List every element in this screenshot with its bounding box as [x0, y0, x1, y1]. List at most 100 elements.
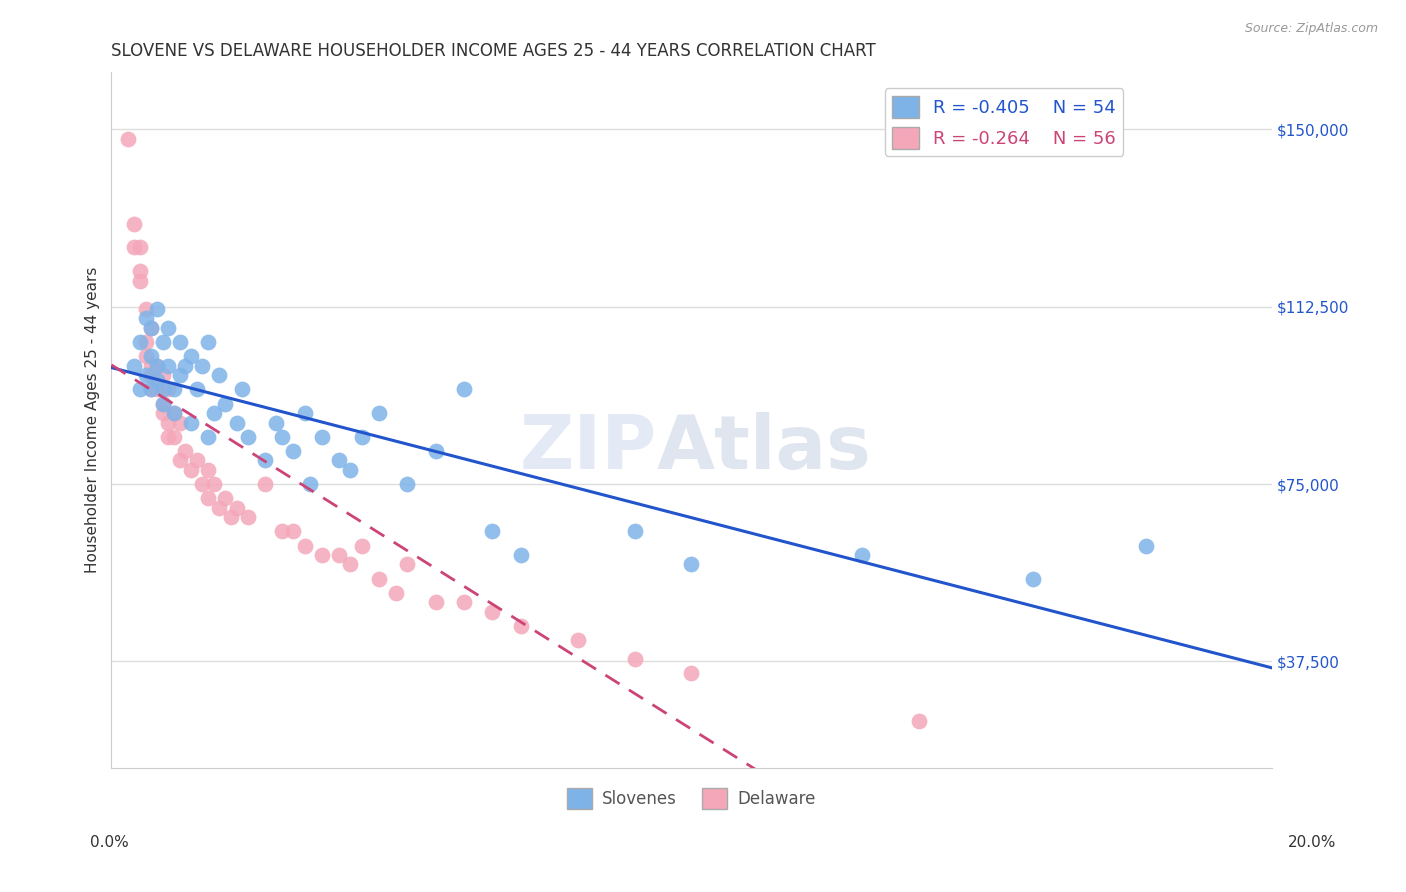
Point: [367, 572, 389, 586]
Point: [197, 335, 219, 350]
Point: [396, 477, 419, 491]
Point: [157, 383, 180, 397]
Point: [191, 359, 214, 373]
Point: [180, 463, 202, 477]
Point: [202, 406, 225, 420]
Point: [851, 548, 873, 562]
Point: [908, 714, 931, 728]
Point: [146, 383, 169, 397]
Point: [225, 416, 247, 430]
Point: [146, 301, 169, 316]
Point: [152, 383, 174, 397]
Point: [425, 595, 447, 609]
Point: [208, 500, 231, 515]
Point: [141, 368, 163, 383]
Point: [128, 274, 150, 288]
Point: [481, 605, 503, 619]
Text: ZIP: ZIP: [519, 411, 657, 484]
Point: [141, 383, 163, 397]
Legend: Slovenes, Delaware: Slovenes, Delaware: [561, 781, 823, 815]
Point: [169, 368, 191, 383]
Point: [681, 558, 703, 572]
Text: SLOVENE VS DELAWARE HOUSEHOLDER INCOME AGES 25 - 44 YEARS CORRELATION CHART: SLOVENE VS DELAWARE HOUSEHOLDER INCOME A…: [111, 42, 876, 60]
Point: [197, 463, 219, 477]
Text: Atlas: Atlas: [657, 411, 872, 484]
Point: [311, 548, 333, 562]
Point: [152, 396, 174, 410]
Point: [253, 477, 276, 491]
Point: [453, 595, 475, 609]
Point: [135, 301, 157, 316]
Point: [339, 558, 361, 572]
Point: [128, 264, 150, 278]
Point: [141, 349, 163, 363]
Point: [350, 539, 373, 553]
Point: [283, 444, 305, 458]
Point: [157, 416, 180, 430]
Point: [1135, 539, 1157, 553]
Point: [283, 524, 305, 539]
Point: [146, 373, 169, 387]
Point: [186, 453, 208, 467]
Point: [163, 383, 186, 397]
Point: [214, 491, 236, 506]
Point: [191, 477, 214, 491]
Y-axis label: Householder Income Ages 25 - 44 years: Householder Income Ages 25 - 44 years: [86, 267, 100, 574]
Point: [197, 430, 219, 444]
Point: [169, 416, 191, 430]
Point: [681, 666, 703, 681]
Point: [135, 311, 157, 326]
Point: [453, 383, 475, 397]
Point: [157, 321, 180, 335]
Point: [231, 383, 253, 397]
Text: 0.0%: 0.0%: [90, 836, 129, 850]
Point: [236, 510, 259, 524]
Point: [157, 359, 180, 373]
Point: [141, 321, 163, 335]
Point: [328, 453, 350, 467]
Point: [271, 524, 294, 539]
Point: [481, 524, 503, 539]
Point: [567, 633, 589, 648]
Point: [271, 430, 294, 444]
Point: [396, 558, 419, 572]
Point: [197, 491, 219, 506]
Point: [299, 477, 322, 491]
Point: [141, 321, 163, 335]
Point: [122, 240, 145, 254]
Point: [122, 217, 145, 231]
Point: [294, 406, 316, 420]
Point: [174, 359, 197, 373]
Point: [384, 586, 406, 600]
Point: [202, 477, 225, 491]
Point: [253, 453, 276, 467]
Point: [350, 430, 373, 444]
Point: [339, 463, 361, 477]
Point: [141, 383, 163, 397]
Point: [236, 430, 259, 444]
Point: [128, 335, 150, 350]
Point: [1022, 572, 1045, 586]
Point: [128, 240, 150, 254]
Point: [135, 349, 157, 363]
Point: [509, 619, 531, 633]
Point: [152, 396, 174, 410]
Point: [135, 335, 157, 350]
Point: [122, 359, 145, 373]
Point: [328, 548, 350, 562]
Point: [208, 368, 231, 383]
Point: [311, 430, 333, 444]
Point: [186, 383, 208, 397]
Point: [152, 335, 174, 350]
Point: [174, 444, 197, 458]
Point: [135, 368, 157, 383]
Point: [146, 359, 169, 373]
Text: Source: ZipAtlas.com: Source: ZipAtlas.com: [1244, 22, 1378, 36]
Point: [157, 430, 180, 444]
Point: [163, 406, 186, 420]
Point: [169, 335, 191, 350]
Point: [128, 383, 150, 397]
Point: [294, 539, 316, 553]
Point: [180, 416, 202, 430]
Point: [152, 406, 174, 420]
